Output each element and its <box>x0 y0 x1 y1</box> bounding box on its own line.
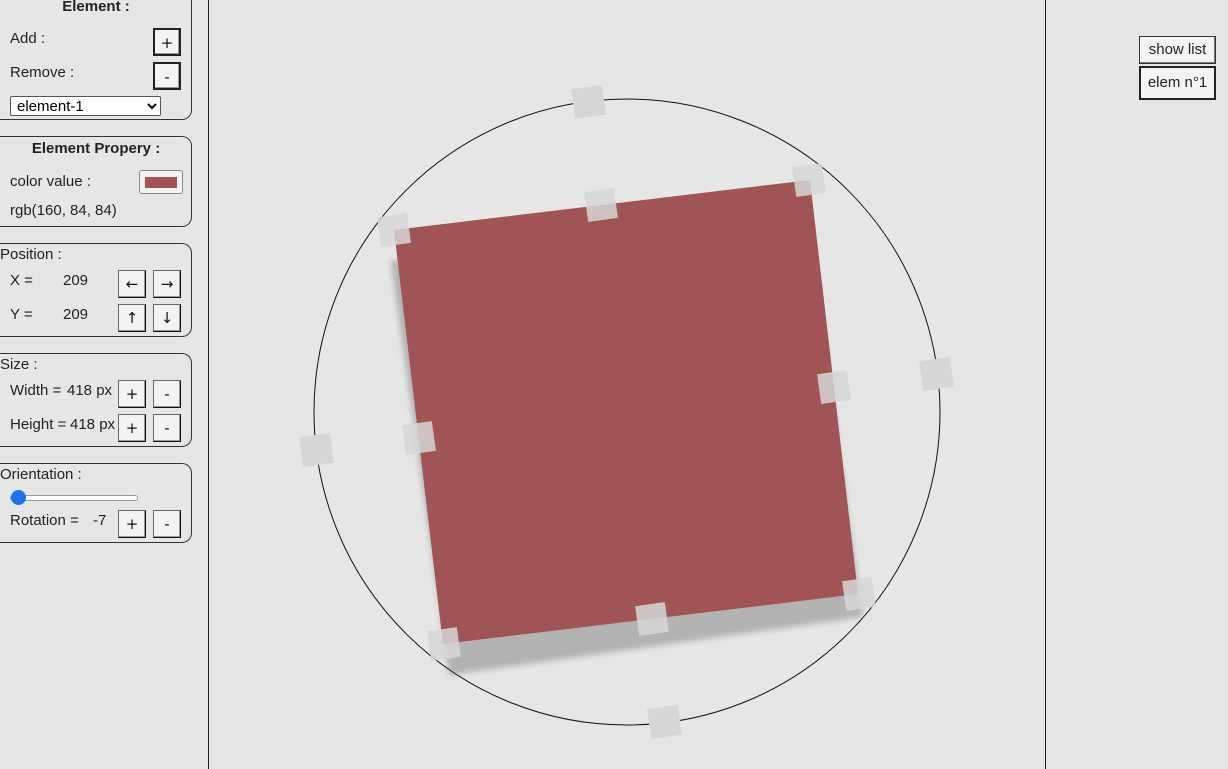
size-title: Size : <box>0 356 38 373</box>
resize-handle-bottom-right[interactable] <box>842 577 876 611</box>
move-right-button[interactable]: → <box>153 270 181 298</box>
add-element-button[interactable]: + <box>153 28 181 56</box>
y-value: 209 <box>63 306 89 323</box>
remove-element-button[interactable]: - <box>153 62 181 90</box>
height-value: 418 px <box>70 416 116 433</box>
rotation-handle-top[interactable] <box>571 84 606 119</box>
position-title: Position : <box>0 246 62 263</box>
resize-handle-bottom-left[interactable] <box>427 627 461 661</box>
y-label: Y = <box>10 306 33 323</box>
color-value-label: color value : <box>10 173 91 190</box>
rotation-value: -7 <box>93 512 107 529</box>
rotation-slider-track <box>10 495 138 501</box>
rotation-decrease-button[interactable]: - <box>153 510 181 538</box>
height-label: Height = <box>10 416 67 433</box>
element-group: Element : <box>0 0 192 120</box>
property-group: Element Propery : <box>0 136 192 227</box>
height-decrease-button[interactable]: - <box>153 414 181 442</box>
color-picker-button[interactable] <box>139 170 183 194</box>
size-group <box>0 353 192 447</box>
rotation-circle <box>313 98 941 726</box>
rotation-handle-left[interactable] <box>299 432 334 467</box>
rotation-slider[interactable] <box>10 490 138 506</box>
shape-element[interactable] <box>394 180 858 644</box>
resize-handle-right[interactable] <box>817 370 851 404</box>
x-value: 209 <box>63 272 89 289</box>
rotation-increase-button[interactable]: + <box>118 510 146 538</box>
move-up-button[interactable]: ↑ <box>118 304 146 332</box>
width-decrease-button[interactable]: - <box>153 380 181 408</box>
element-list-item[interactable]: elem n°1 <box>1139 66 1216 100</box>
element-group-title: Element : <box>62 0 130 15</box>
remove-label: Remove : <box>10 64 75 81</box>
property-group-title: Element Propery : <box>31 140 161 157</box>
width-value: 418 px <box>67 382 113 399</box>
add-label: Add : <box>10 30 46 47</box>
move-left-button[interactable]: ← <box>118 270 146 298</box>
x-label: X = <box>10 272 33 289</box>
resize-handle-top[interactable] <box>584 188 618 222</box>
color-rgb-text: rgb(160, 84, 84) <box>10 202 117 219</box>
position-group <box>0 243 192 337</box>
orientation-group <box>0 463 192 543</box>
element-select[interactable]: element-1 <box>10 96 161 116</box>
drawing-canvas[interactable] <box>208 0 1046 769</box>
width-label: Width = <box>10 382 62 399</box>
rotation-handle-bottom[interactable] <box>647 704 682 739</box>
rotation-handle-right[interactable] <box>919 356 954 391</box>
move-down-button[interactable]: ↓ <box>153 304 181 332</box>
height-increase-button[interactable]: + <box>118 414 146 442</box>
rotation-label: Rotation = <box>10 512 79 529</box>
show-list-button[interactable]: show list <box>1139 36 1216 64</box>
resize-handle-top-left[interactable] <box>377 213 411 247</box>
orientation-title: Orientation : <box>0 466 82 483</box>
canvas-svg <box>299 84 954 739</box>
color-swatch <box>145 177 177 188</box>
resize-handle-bottom[interactable] <box>635 602 669 636</box>
width-increase-button[interactable]: + <box>118 380 146 408</box>
resize-handle-top-right[interactable] <box>792 163 826 197</box>
rotation-slider-thumb[interactable] <box>11 490 26 505</box>
resize-handle-left[interactable] <box>402 421 436 455</box>
